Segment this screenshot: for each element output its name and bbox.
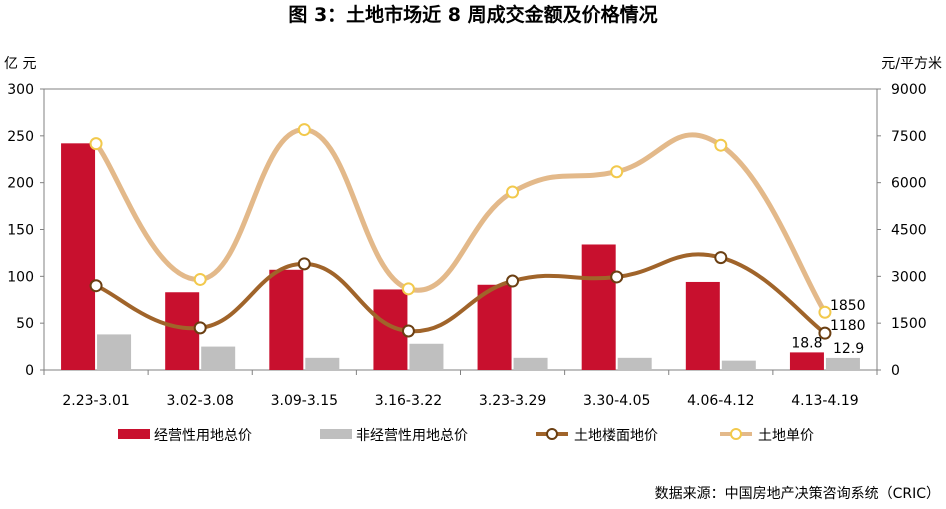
non-operating-total-bar bbox=[825, 357, 860, 370]
unit-price-point bbox=[297, 123, 311, 137]
non-operating-total-bar bbox=[513, 357, 548, 370]
right-axis-tick-label: 4500 bbox=[891, 223, 927, 239]
data-label: 1850 bbox=[830, 298, 866, 314]
floor-price-point bbox=[401, 324, 415, 338]
left-axis-unit: 亿 元 bbox=[4, 56, 36, 72]
left-axis-tick-label: 0 bbox=[25, 363, 34, 379]
non-operating-total-bar bbox=[305, 357, 340, 370]
legend-swatch bbox=[320, 429, 352, 439]
data-label: 12.9 bbox=[833, 341, 864, 357]
legend-label: 经营性用地总价 bbox=[154, 428, 252, 444]
right-axis-unit: 元/平方米 bbox=[881, 56, 942, 72]
left-axis-tick-label: 50 bbox=[16, 316, 34, 332]
floor-price-point bbox=[610, 270, 624, 284]
non-operating-total-bar bbox=[721, 360, 756, 370]
operating-total-bar bbox=[61, 143, 96, 370]
x-axis-tick-label: 3.23-3.29 bbox=[479, 393, 546, 409]
non-operating-total-bar bbox=[201, 346, 236, 370]
legend-label: 非经营性用地总价 bbox=[356, 428, 468, 444]
floor-price-line bbox=[94, 252, 827, 336]
legend-swatch bbox=[118, 429, 150, 439]
legend: 经营性用地总价 非经营性用地总价 土地楼面地价 土地单价 bbox=[118, 428, 814, 444]
non-operating-total-bar bbox=[617, 357, 652, 370]
floor-price-point bbox=[818, 326, 832, 340]
unit-price-point bbox=[610, 165, 624, 179]
unit-price-point bbox=[401, 282, 415, 296]
floor-price-point bbox=[506, 274, 520, 288]
operating-total-bar bbox=[685, 281, 720, 370]
unit-price-point bbox=[193, 272, 207, 286]
operating-total-bar bbox=[581, 244, 616, 370]
legend-label: 土地楼面地价 bbox=[574, 428, 658, 444]
left-axis-tick-label: 100 bbox=[7, 269, 34, 285]
floor-price-point bbox=[193, 321, 207, 335]
right-axis-tick-label: 6000 bbox=[891, 176, 927, 192]
chart-title: 图 3：土地市场近 8 周成交金额及价格情况 bbox=[288, 3, 657, 26]
floor-price-point bbox=[297, 257, 311, 271]
right-axis-tick-label: 3000 bbox=[891, 269, 927, 285]
left-axis-tick-label: 200 bbox=[7, 176, 34, 192]
legend-swatch-marker bbox=[730, 428, 742, 440]
non-operating-total-bar bbox=[97, 334, 132, 370]
data-label: 18.8 bbox=[791, 335, 822, 351]
unit-price-point bbox=[818, 305, 832, 319]
right-axis-tick-label: 1500 bbox=[891, 316, 927, 332]
source-note: 数据来源：中国房地产决策咨询系统（CRIC） bbox=[654, 486, 940, 502]
left-axis-tick-label: 250 bbox=[7, 129, 34, 145]
plot-area: 0501001502002503000150030004500600075009… bbox=[7, 82, 926, 409]
operating-total-bar bbox=[477, 284, 512, 370]
unit-price-point bbox=[89, 137, 103, 151]
legend-label: 土地单价 bbox=[758, 428, 814, 444]
operating-total-bar bbox=[269, 269, 304, 370]
non-operating-total-bar bbox=[409, 343, 444, 370]
floor-price-point bbox=[714, 251, 728, 265]
left-axis-tick-label: 150 bbox=[7, 223, 34, 239]
data-label: 1180 bbox=[830, 318, 866, 334]
x-axis-tick-label: 2.23-3.01 bbox=[62, 393, 129, 409]
floor-price-point bbox=[89, 279, 103, 293]
x-axis-tick-label: 4.06-4.12 bbox=[687, 393, 754, 409]
x-axis-tick-label: 3.09-3.15 bbox=[271, 393, 338, 409]
legend-swatch-marker bbox=[546, 428, 558, 440]
right-axis-tick-label: 7500 bbox=[891, 129, 927, 145]
right-axis-tick-label: 9000 bbox=[891, 82, 927, 98]
unit-price-point bbox=[714, 138, 728, 152]
x-axis-tick-label: 3.02-3.08 bbox=[166, 393, 233, 409]
x-axis-tick-label: 4.13-4.19 bbox=[791, 393, 858, 409]
right-axis-tick-label: 0 bbox=[891, 363, 900, 379]
operating-total-bar bbox=[165, 292, 200, 370]
left-axis-tick-label: 300 bbox=[7, 82, 34, 98]
unit-price-line bbox=[93, 127, 828, 315]
unit-price-point bbox=[506, 185, 520, 199]
x-axis-tick-label: 3.30-4.05 bbox=[583, 393, 650, 409]
operating-total-bar bbox=[789, 352, 824, 370]
x-axis-tick-label: 3.16-3.22 bbox=[375, 393, 442, 409]
